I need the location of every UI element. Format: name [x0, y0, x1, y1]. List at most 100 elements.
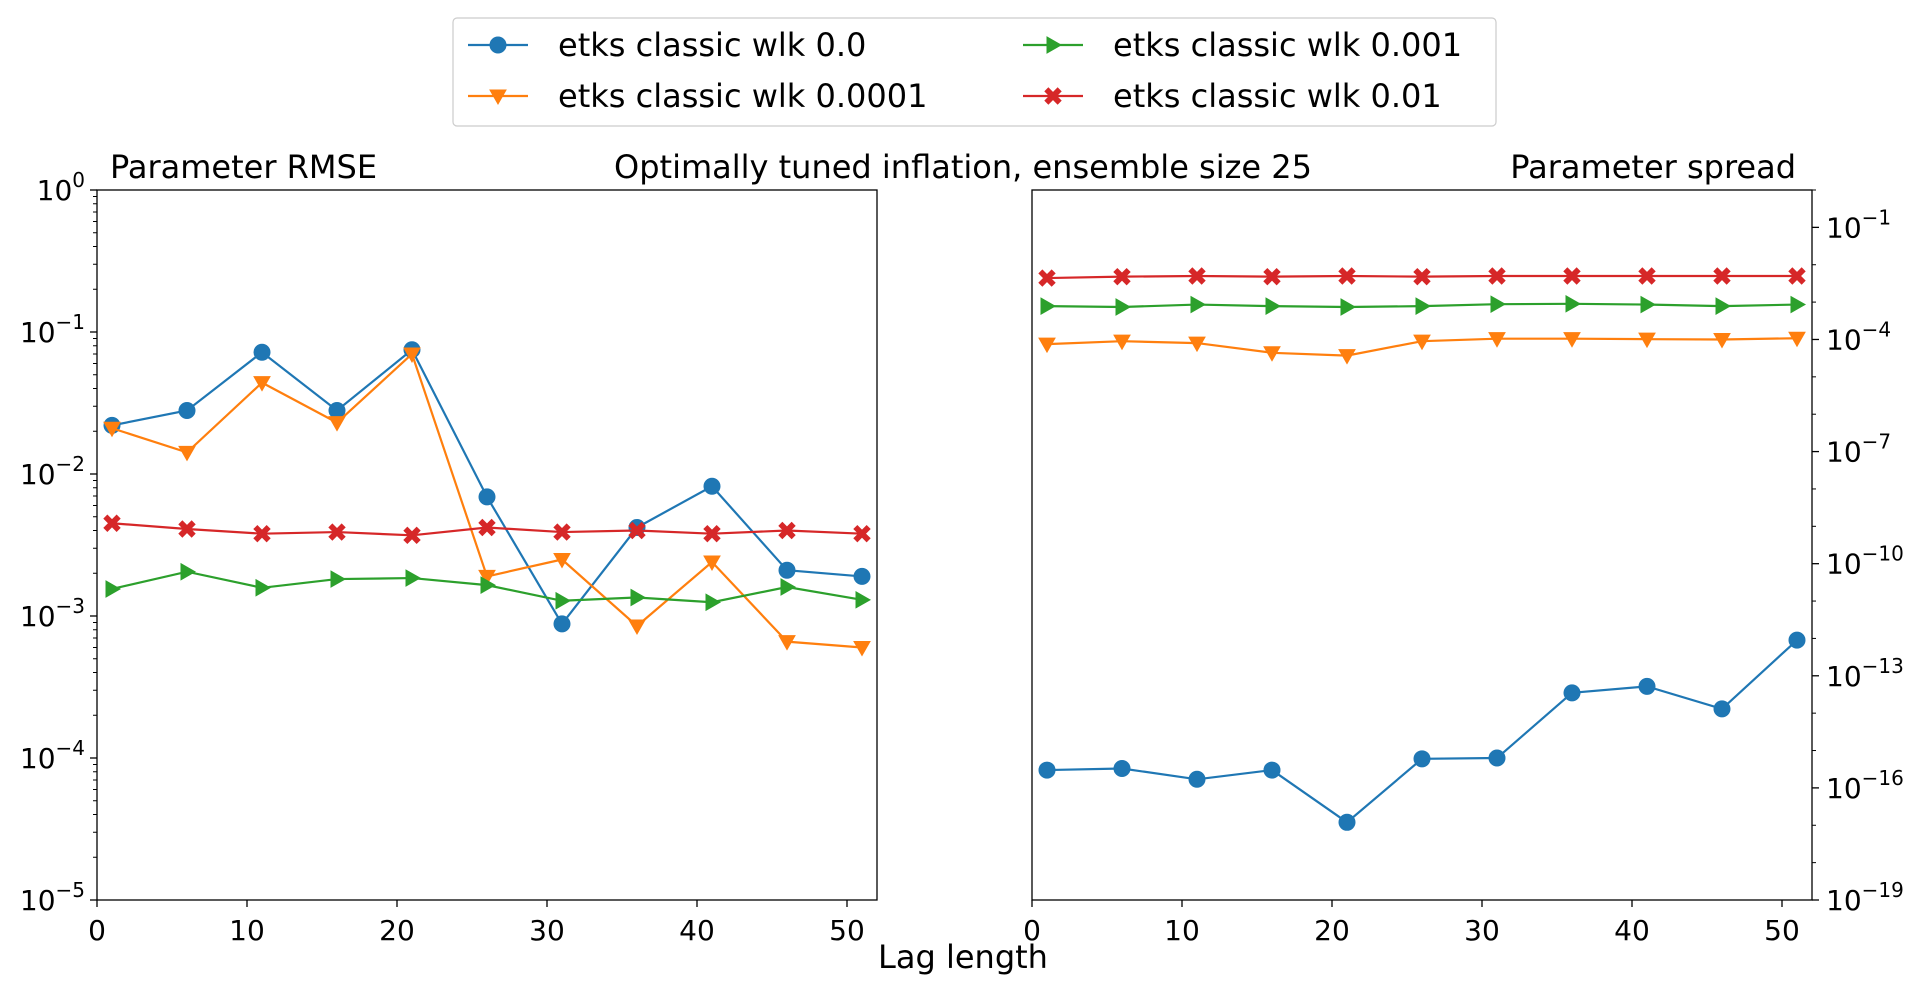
data-point-etks-classic-wlk-0.01: [778, 521, 796, 540]
data-point-etks-classic-wlk-0.01: [103, 514, 121, 532]
legend-marker-wlk-0.0001: [489, 89, 507, 106]
data-point-etks-classic-wlk-0.001: [1490, 295, 1507, 314]
legend-marker-wlk-0.01: [1044, 87, 1062, 105]
x-tick-label: 50: [829, 914, 865, 947]
data-point-etks-classic-wlk-0.01: [1413, 267, 1431, 286]
data-point-etks-classic-wlk-0.01: [703, 524, 721, 543]
data-point-etks-classic-wlk-0.0001: [1713, 332, 1731, 349]
data-point-etks-classic-wlk-0.0001: [553, 552, 571, 569]
data-point-etks-classic-wlk-0.0: [1638, 677, 1656, 695]
figure-suptitle: Optimally tuned inflation, ensemble size…: [614, 148, 1312, 186]
spread-panel: 0 10 20 30 40 50 10−19 10−16 10−13 10−10 10−7 10−4 1…: [1023, 189, 1904, 947]
data-point-etks-classic-wlk-0.0001: [778, 635, 796, 651]
data-point-etks-classic-wlk-0.01: [478, 518, 496, 537]
data-point-etks-classic-wlk-0.0001: [1488, 332, 1506, 348]
data-point-etks-classic-wlk-0.001: [480, 576, 497, 594]
data-point-etks-classic-wlk-0.01: [253, 524, 271, 543]
plot-frame: [96, 189, 878, 901]
data-point-etks-classic-wlk-0.0: [1788, 631, 1806, 649]
legend-marker-etks-classic-wlk-0.01: [1044, 87, 1062, 105]
data-point-etks-classic-wlk-0.0: [178, 402, 196, 420]
x-tick-label: 30: [529, 914, 565, 947]
data-point-etks-classic-wlk-0.0: [1263, 761, 1281, 779]
data-point-etks-classic-wlk-0.0: [853, 567, 871, 585]
y-tick-label: 10−1: [20, 310, 85, 349]
data-point-etks-classic-wlk-0.0001: [1038, 337, 1056, 354]
data-point-etks-classic-wlk-0.001: [555, 591, 572, 610]
data-point-etks-classic-wlk-0.001: [1565, 294, 1582, 313]
data-point-etks-classic-wlk-0.0: [1413, 750, 1431, 768]
right-panel-title: Parameter spread: [1510, 148, 1796, 186]
legend-marker-wlk-0: [489, 36, 507, 54]
data-point-etks-classic-wlk-0.01: [1113, 267, 1131, 286]
data-point-etks-classic-wlk-0.0: [478, 488, 496, 506]
data-point-etks-classic-wlk-0.0: [703, 477, 721, 495]
data-point-etks-classic-wlk-0.0: [1038, 761, 1056, 779]
data-point-etks-classic-wlk-0.0001: [1413, 334, 1431, 351]
data-point-etks-classic-wlk-0.0001: [853, 641, 871, 657]
y-tick-label: 10−10: [1826, 542, 1904, 581]
data-point-etks-classic-wlk-0.0: [1563, 684, 1581, 702]
data-point-etks-classic-wlk-0.001: [105, 580, 122, 598]
data-point-etks-classic-wlk-0.0001: [328, 416, 346, 432]
data-point-etks-classic-wlk-0.001: [630, 588, 647, 607]
data-point-etks-classic-wlk-0.001: [1790, 295, 1807, 314]
data-point-etks-classic-wlk-0.0: [1713, 700, 1731, 718]
x-axis-label: Lag length: [878, 938, 1048, 976]
x-tick-label: 30: [1464, 914, 1500, 947]
x-tick-label: 50: [1764, 914, 1800, 947]
y-tick-label: 10−4: [1826, 317, 1891, 356]
legend-label-wlk-0.0001: etks classic wlk 0.0001: [558, 77, 927, 115]
data-point-etks-classic-wlk-0.01: [1188, 267, 1206, 285]
data-point-etks-classic-wlk-0.001: [180, 562, 197, 581]
legend-marker-etks-classic-wlk-0.0001: [489, 89, 507, 106]
data-point-etks-classic-wlk-0.0001: [1113, 334, 1131, 351]
x-tick-label: 0: [1023, 914, 1041, 947]
series-etks-classic-wlk-0.01: [103, 514, 871, 545]
data-point-etks-classic-wlk-0.01: [1713, 267, 1731, 285]
data-point-etks-classic-wlk-0.01: [553, 523, 571, 541]
data-point-etks-classic-wlk-0.0: [1338, 813, 1356, 831]
data-point-etks-classic-wlk-0.0001: [1188, 336, 1206, 353]
legend-marker-etks-classic-wlk-0.0: [489, 36, 507, 54]
series-line-etks-classic-wlk-0.0: [1046, 639, 1798, 824]
data-point-etks-classic-wlk-0.001: [330, 570, 347, 588]
y-tick-label: 10−2: [20, 452, 85, 491]
data-point-etks-classic-wlk-0.0001: [178, 445, 196, 462]
data-point-etks-classic-wlk-0.0001: [103, 421, 121, 438]
series-etks-classic-wlk-0.01: [1038, 267, 1806, 287]
data-point-etks-classic-wlk-0.0: [778, 561, 796, 579]
legend-label-wlk-0.01: etks classic wlk 0.01: [1113, 77, 1442, 115]
data-point-etks-classic-wlk-0.0001: [628, 619, 646, 636]
legend-marker-etks-classic-wlk-0.001: [1046, 36, 1063, 54]
y-tick-label: 10−4: [20, 736, 85, 775]
x-tick-label: 0: [88, 914, 106, 947]
y-tick-label: 10−19: [1826, 878, 1904, 917]
left-panel-title: Parameter RMSE: [110, 148, 377, 186]
legend: etks classic wlk 0.0 etks classic wlk 0.…: [452, 17, 1497, 127]
x-tick-label: 10: [1164, 914, 1200, 947]
data-point-etks-classic-wlk-0.0: [1113, 760, 1131, 778]
data-point-etks-classic-wlk-0.0: [1488, 749, 1506, 767]
data-point-etks-classic-wlk-0.0001: [1563, 332, 1581, 348]
y-tick-label: 10−1: [1826, 205, 1891, 244]
plot-frame: [1031, 189, 1813, 901]
series-etks-classic-wlk-0.0001: [103, 347, 871, 657]
series-etks-classic-wlk-0.0: [1038, 631, 1806, 831]
y-tick-label: 10−16: [1826, 766, 1904, 805]
legend-entry-wlk-0.001: etks classic wlk 0.001: [1023, 26, 1462, 64]
legend-entry-wlk-0.0001: etks classic wlk 0.0001: [468, 77, 927, 115]
data-point-etks-classic-wlk-0.01: [178, 520, 196, 538]
data-point-etks-classic-wlk-0.01: [328, 523, 346, 541]
y-tick-label: 10−3: [20, 594, 85, 633]
data-point-etks-classic-wlk-0.01: [1263, 267, 1281, 286]
data-point-etks-classic-wlk-0.01: [628, 521, 646, 540]
data-point-etks-classic-wlk-0.01: [1638, 267, 1656, 285]
data-point-etks-classic-wlk-0.001: [255, 578, 272, 597]
data-point-etks-classic-wlk-0.001: [780, 578, 797, 596]
data-point-etks-classic-wlk-0.01: [403, 526, 421, 545]
data-point-etks-classic-wlk-0.001: [1265, 297, 1282, 315]
legend-entry-wlk-0: etks classic wlk 0.0: [468, 26, 866, 64]
data-point-etks-classic-wlk-0.001: [1115, 298, 1132, 316]
